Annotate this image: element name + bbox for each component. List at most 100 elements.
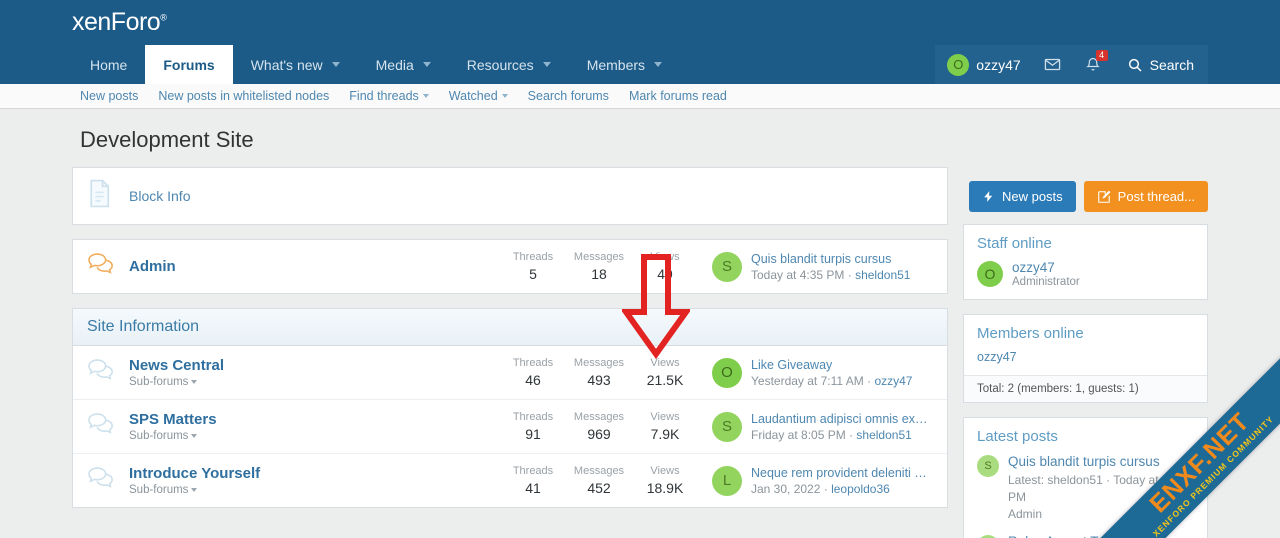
last-post-title[interactable]: Neque rem provident deleniti nam. bbox=[751, 465, 933, 480]
nav-tab-resources[interactable]: Resources bbox=[449, 45, 569, 84]
forum-row-sps-matters[interactable]: SPS Matters Sub-forums Threads 91 Messag… bbox=[73, 400, 947, 454]
post-thread-button[interactable]: Post thread... bbox=[1083, 181, 1208, 212]
content-wrapper: Block Info Admin bbox=[72, 167, 1208, 538]
stat-threads-label: Threads bbox=[512, 411, 554, 423]
latest-posts-block: Latest posts S Quis blandit turpis cursu… bbox=[963, 417, 1208, 538]
stat-threads-label: Threads bbox=[512, 357, 554, 369]
latest-post-text: Rules Accept Test Latest: sheldon51 · To… bbox=[1008, 533, 1194, 538]
last-post-user[interactable]: leopoldo36 bbox=[831, 481, 890, 496]
site-header: xenForo® Home Forums What's new Media Re… bbox=[0, 0, 1280, 84]
latest-post-title[interactable]: Quis blandit turpis cursus bbox=[1008, 454, 1160, 469]
nav-tab-whats-new[interactable]: What's new bbox=[233, 45, 358, 84]
avatar[interactable]: S bbox=[712, 411, 742, 442]
block-info-main: Block Info bbox=[129, 188, 933, 204]
latest-post-node[interactable]: Admin bbox=[1008, 506, 1043, 521]
list-item[interactable]: S Rules Accept Test Latest: sheldon51 · … bbox=[964, 533, 1207, 538]
chevron-down-icon bbox=[191, 488, 198, 492]
last-post-user[interactable]: sheldon51 bbox=[855, 267, 911, 282]
subnav-item-watched[interactable]: Watched bbox=[439, 89, 518, 103]
sidebar-action-buttons: New posts Post thread... bbox=[963, 167, 1208, 224]
nav-tab-media[interactable]: Media bbox=[358, 45, 449, 84]
node-icon-cell bbox=[87, 412, 129, 441]
last-post-text: Like Giveaway Yesterday at 7:11 AM · ozz… bbox=[751, 358, 912, 388]
nav-tab-forums[interactable]: Forums bbox=[145, 45, 233, 84]
subnav-item-new-posts[interactable]: New posts bbox=[72, 89, 148, 103]
stat-messages-label: Messages bbox=[573, 465, 625, 477]
stat-threads-value: 41 bbox=[525, 480, 541, 496]
last-post-text: Quis blandit turpis cursus Today at 4:35… bbox=[751, 252, 910, 282]
staff-online-body: O ozzy47 Administrator bbox=[964, 260, 1207, 299]
lightning-icon bbox=[984, 191, 993, 202]
secondary-nav: New posts New posts in whitelisted nodes… bbox=[0, 84, 1280, 109]
forum-title-news-central[interactable]: News Central bbox=[129, 357, 225, 374]
last-post-title[interactable]: Quis blandit turpis cursus bbox=[751, 251, 892, 266]
stat-views-value: 21.5K bbox=[646, 372, 684, 388]
site-information-block: Site Information News Central Sub-forums bbox=[72, 308, 948, 508]
forum-subforums-news-central[interactable]: Sub-forums bbox=[129, 376, 500, 388]
last-post-title[interactable]: Laudantium adipisci omnis exceptu... bbox=[751, 411, 933, 426]
site-logo[interactable]: xenForo® bbox=[72, 8, 167, 37]
latest-post-title[interactable]: Rules Accept Test bbox=[1008, 533, 1194, 538]
node-icon-cell bbox=[87, 252, 129, 281]
post-thread-button-label: Post thread... bbox=[1117, 189, 1195, 204]
staff-online-user[interactable]: O ozzy47 Administrator bbox=[977, 260, 1194, 288]
staff-online-user-name[interactable]: ozzy47 bbox=[1012, 260, 1055, 275]
members-online-title[interactable]: Members online bbox=[977, 325, 1084, 342]
avatar[interactable]: S bbox=[712, 251, 742, 282]
stat-views-value: 18.9K bbox=[646, 480, 684, 496]
block-info-label[interactable]: Block Info bbox=[129, 188, 191, 204]
last-post-title[interactable]: Like Giveaway bbox=[751, 357, 833, 372]
members-online-block: Members online ozzy47 Total: 2 (members:… bbox=[963, 314, 1208, 403]
block-info-row[interactable]: Block Info bbox=[73, 168, 947, 224]
alerts-button[interactable]: 4 bbox=[1072, 45, 1113, 84]
nav-tab-members[interactable]: Members bbox=[569, 45, 680, 84]
latest-post-text: Quis blandit turpis cursus Latest: sheld… bbox=[1008, 453, 1194, 523]
header-right-tools: O ozzy47 4 Search bbox=[935, 45, 1208, 84]
subforums-label: Sub-forums bbox=[129, 430, 189, 442]
avatar[interactable]: O bbox=[712, 357, 742, 388]
staff-online-block: Staff online O ozzy47 Administrator bbox=[963, 224, 1208, 300]
forum-subforums-introduce-yourself[interactable]: Sub-forums bbox=[129, 484, 500, 496]
stat-views: Views 7.9K bbox=[632, 411, 698, 442]
forum-title-admin[interactable]: Admin bbox=[129, 258, 176, 275]
forum-last-post-news-central: O Like Giveaway Yesterday at 7:11 AM · o… bbox=[698, 357, 933, 388]
envelope-icon bbox=[1044, 58, 1061, 71]
members-online-user[interactable]: ozzy47 bbox=[977, 350, 1017, 364]
stat-views: Views 49 bbox=[632, 251, 698, 282]
staff-online-user-text: ozzy47 Administrator bbox=[1012, 260, 1080, 288]
new-posts-button-label: New posts bbox=[1001, 189, 1063, 204]
chevron-down-icon bbox=[422, 94, 429, 98]
subnav-item-new-posts-whitelisted[interactable]: New posts in whitelisted nodes bbox=[148, 89, 339, 103]
staff-online-title[interactable]: Staff online bbox=[977, 235, 1052, 252]
forum-row-news-central[interactable]: News Central Sub-forums Threads 46 Messa… bbox=[73, 346, 947, 400]
speech-bubbles-icon bbox=[88, 253, 113, 274]
conversations-button[interactable] bbox=[1032, 45, 1073, 84]
forum-row-introduce-yourself[interactable]: Introduce Yourself Sub-forums Threads 41… bbox=[73, 454, 947, 507]
subnav-item-find-threads[interactable]: Find threads bbox=[339, 89, 438, 103]
last-post-user[interactable]: ozzy47 bbox=[874, 373, 913, 388]
last-post-user[interactable]: sheldon51 bbox=[856, 427, 912, 442]
user-menu-button[interactable]: O ozzy47 bbox=[935, 45, 1033, 84]
nav-tab-media-label: Media bbox=[375, 56, 414, 73]
forum-main-sps-matters: SPS Matters Sub-forums bbox=[129, 411, 500, 442]
logo-row: xenForo® bbox=[0, 0, 1280, 45]
forum-title-introduce-yourself[interactable]: Introduce Yourself bbox=[129, 465, 261, 482]
nav-tab-home[interactable]: Home bbox=[72, 45, 145, 84]
new-posts-button[interactable]: New posts bbox=[968, 181, 1076, 212]
subnav-item-search-forums[interactable]: Search forums bbox=[518, 89, 619, 103]
nav-tab-home-label: Home bbox=[90, 56, 128, 73]
subnav-item-watched-label: Watched bbox=[448, 89, 498, 103]
latest-posts-title[interactable]: Latest posts bbox=[977, 428, 1058, 445]
forum-subforums-sps-matters[interactable]: Sub-forums bbox=[129, 430, 500, 442]
last-post-meta: Yesterday at 7:11 AM · ozzy47 bbox=[751, 374, 912, 388]
stat-messages-value: 452 bbox=[587, 480, 611, 496]
list-item[interactable]: S Quis blandit turpis cursus Latest: she… bbox=[964, 453, 1207, 533]
forum-row-admin[interactable]: Admin Threads 5 Messages 18 Views bbox=[73, 240, 947, 293]
subnav-item-find-threads-label: Find threads bbox=[349, 89, 419, 103]
meta-separator: · bbox=[847, 267, 852, 282]
avatar[interactable]: L bbox=[712, 465, 742, 496]
forum-title-sps-matters[interactable]: SPS Matters bbox=[129, 411, 217, 428]
last-post-time: Yesterday at 7:11 AM bbox=[751, 373, 864, 388]
subnav-item-mark-forums-read[interactable]: Mark forums read bbox=[619, 89, 737, 103]
search-button[interactable]: Search bbox=[1112, 45, 1208, 84]
